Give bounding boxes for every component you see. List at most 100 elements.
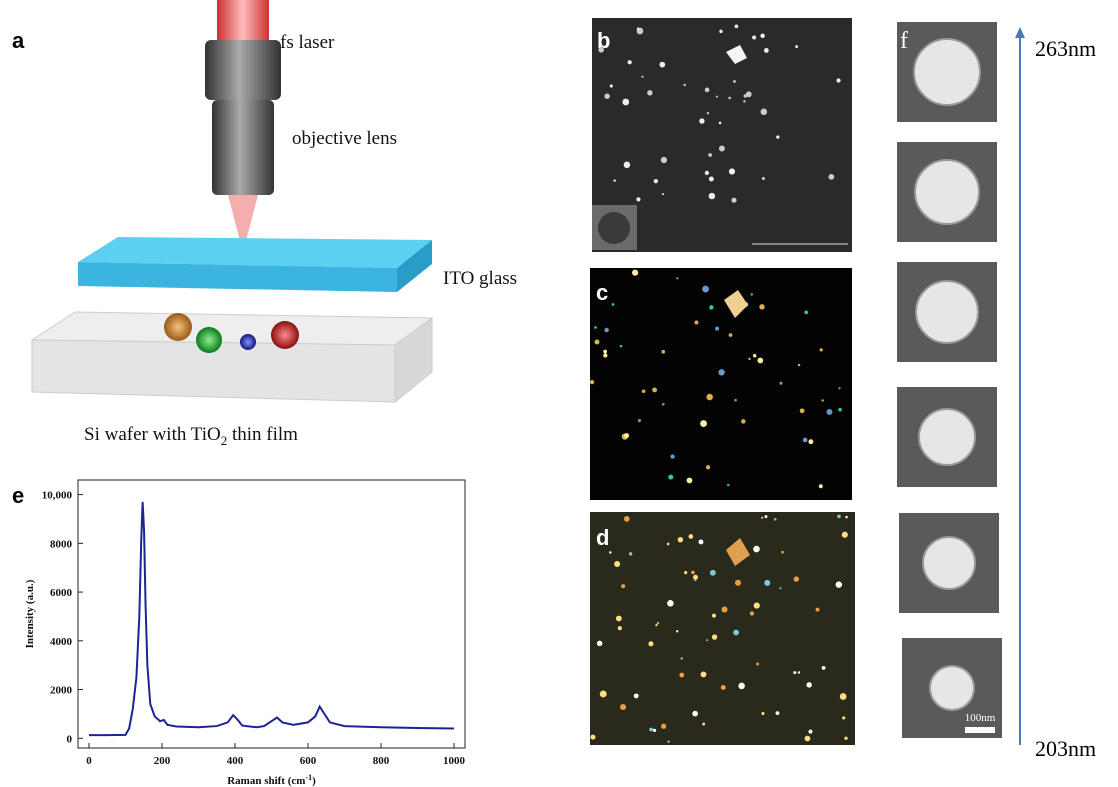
particle — [692, 711, 698, 717]
particle — [733, 630, 739, 636]
particle — [708, 153, 712, 157]
particle — [662, 193, 664, 195]
particle — [613, 179, 615, 181]
particle — [748, 358, 750, 360]
particle — [662, 403, 665, 406]
x-tick-label: 600 — [300, 755, 317, 767]
particle — [629, 552, 632, 555]
particle — [816, 608, 820, 612]
particle — [707, 112, 709, 114]
particle — [594, 326, 597, 329]
particle — [844, 737, 847, 740]
particle — [687, 478, 693, 484]
particle — [761, 712, 764, 715]
nanoparticle — [916, 281, 978, 343]
particle — [750, 611, 754, 615]
particle — [836, 581, 842, 587]
particle — [694, 320, 698, 324]
particle — [701, 671, 707, 677]
particle — [594, 339, 599, 344]
particle — [634, 693, 639, 698]
particle — [709, 305, 713, 309]
arrow-head — [1015, 27, 1025, 38]
particle — [738, 683, 745, 690]
particle — [620, 704, 626, 710]
darkfield-image — [590, 512, 855, 745]
particle — [734, 399, 737, 402]
darkfield-image — [590, 268, 852, 500]
superscript: -1 — [305, 773, 312, 782]
particle — [689, 534, 694, 539]
particle — [632, 270, 638, 276]
particle — [753, 546, 760, 553]
particle — [654, 179, 658, 183]
particle — [729, 168, 735, 174]
particle — [733, 80, 736, 83]
particle — [716, 96, 718, 98]
text: Si wafer with TiO — [84, 424, 221, 445]
particle — [753, 354, 756, 357]
particle — [679, 673, 684, 678]
y-tick-label: 10,000 — [42, 490, 73, 502]
particle — [620, 345, 623, 348]
particle — [709, 193, 715, 199]
particle — [702, 286, 709, 293]
particle — [842, 716, 845, 719]
spectrum-line — [89, 502, 454, 735]
particle — [746, 91, 752, 97]
particle — [826, 409, 832, 415]
particle — [667, 543, 670, 546]
particle — [668, 741, 670, 743]
particle — [624, 433, 629, 438]
label: Si wafer with TiO2 thin film — [84, 424, 298, 448]
nanoparticle — [923, 537, 975, 589]
particle — [822, 666, 826, 670]
particle — [680, 657, 682, 659]
particle — [764, 515, 767, 518]
particle — [819, 484, 823, 488]
chart: 020040060080010000200040006000800010,000… — [24, 480, 466, 787]
particle — [655, 624, 657, 626]
particle — [598, 47, 604, 53]
sem-series: 100nm — [897, 22, 1002, 738]
particle — [828, 174, 834, 180]
particle — [840, 693, 847, 700]
particle — [821, 399, 823, 401]
particle — [721, 685, 726, 690]
label: objective lens — [292, 128, 397, 149]
particle — [798, 364, 800, 366]
particle — [776, 135, 779, 138]
particle — [743, 100, 745, 102]
particle — [779, 587, 781, 589]
text: ) — [312, 775, 316, 787]
particle — [838, 387, 840, 389]
particle — [756, 663, 759, 666]
particle — [636, 197, 640, 201]
particle — [735, 580, 741, 586]
particle — [794, 576, 799, 581]
particle — [597, 641, 603, 647]
particle — [670, 454, 674, 458]
particle — [793, 671, 796, 674]
particle — [719, 30, 722, 33]
particle — [803, 438, 808, 443]
particle — [641, 76, 643, 78]
particle — [774, 518, 777, 521]
size-label: 203nm — [1035, 736, 1096, 761]
particle — [637, 28, 639, 30]
particle — [603, 353, 607, 357]
particle — [702, 723, 705, 726]
particle — [638, 419, 641, 422]
particle — [764, 580, 770, 586]
y-axis-label: Intensity (a.u.) — [24, 579, 36, 648]
particle — [659, 62, 665, 68]
particle — [705, 88, 710, 93]
particle — [647, 90, 652, 95]
particle — [668, 475, 673, 480]
y-tick-label: 8000 — [50, 538, 73, 550]
text: Raman shift (cm — [227, 775, 305, 787]
nanoparticle — [930, 666, 974, 710]
particle — [845, 516, 847, 518]
particle — [661, 350, 665, 354]
x-tick-label: 0 — [86, 755, 92, 767]
